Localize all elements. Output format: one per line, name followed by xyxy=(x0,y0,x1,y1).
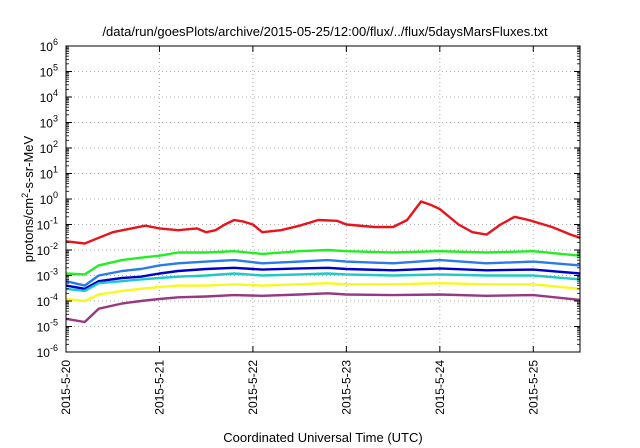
y-tick-label: 10-1 xyxy=(37,216,58,233)
series-line xyxy=(65,248,581,276)
y-tick-label-exp: -3 xyxy=(50,267,58,277)
x-tick-label: 2015-5-20 xyxy=(59,360,73,415)
y-axis-label-sup: 2 xyxy=(20,193,30,198)
x-tick-label: 2015-5-24 xyxy=(433,360,447,415)
y-tick-label-base: 10 xyxy=(37,321,51,335)
y-tick-label-base: 10 xyxy=(40,168,54,182)
y-tick-label: 104 xyxy=(40,88,58,105)
y-tick-label-base: 10 xyxy=(37,295,51,309)
y-tick-label-exp: -6 xyxy=(50,343,58,353)
y-tick-label-exp: 5 xyxy=(53,63,58,73)
x-tick-label: 2015-5-21 xyxy=(152,360,166,415)
y-tick-label-base: 10 xyxy=(37,244,51,258)
grid xyxy=(66,46,580,352)
x-tick-label: 2015-5-22 xyxy=(246,360,260,415)
y-tick-label-base: 10 xyxy=(40,117,54,131)
x-tick-label: 2015-5-23 xyxy=(339,360,353,415)
series-group xyxy=(65,200,581,324)
y-tick-label-base: 10 xyxy=(40,91,54,105)
y-tick-label-base: 10 xyxy=(37,219,51,233)
y-tick-label: 10-2 xyxy=(37,241,58,258)
y-tick-label-exp: 4 xyxy=(53,88,58,98)
y-axis-label: protons/cm2-s-sr-MeV xyxy=(20,135,36,262)
y-tick-label-exp: -1 xyxy=(50,216,58,226)
y-tick-label: 101 xyxy=(40,165,58,182)
series-line xyxy=(65,282,581,303)
y-tick-label-exp: -4 xyxy=(50,292,58,302)
chart-title: /data/run/goesPlots/archive/2015-05-25/1… xyxy=(102,24,548,39)
y-tick-label-base: 10 xyxy=(40,40,54,54)
y-tick-label-base: 10 xyxy=(40,142,54,156)
y-tick-label-exp: -2 xyxy=(50,241,58,251)
y-axis-label-rest: -s-sr-MeV xyxy=(21,135,36,192)
y-tick-label-exp: 3 xyxy=(53,114,58,124)
y-tick-label-base: 10 xyxy=(40,66,54,80)
y-tick-label-exp: 6 xyxy=(53,37,58,47)
y-tick-label-base: 10 xyxy=(37,270,51,284)
y-tick-label: 10-5 xyxy=(37,318,58,335)
y-tick-label: 105 xyxy=(40,63,58,80)
y-tick-label: 102 xyxy=(40,139,58,156)
y-tick-label-exp: 2 xyxy=(53,139,58,149)
series-line xyxy=(65,272,581,293)
y-tick-label: 10-4 xyxy=(37,292,58,309)
y-tick-label: 10-6 xyxy=(37,343,58,360)
series-line xyxy=(65,266,581,290)
y-tick-label-base: 10 xyxy=(37,346,51,360)
y-axis: 10-610-510-410-310-210-11001011021031041… xyxy=(37,37,580,360)
y-tick-label: 10-3 xyxy=(37,267,58,284)
series-line xyxy=(65,258,581,287)
x-axis: 2015-5-20 2015-5-21 2015-5-22 2015-5-23 2015… xyxy=(59,46,540,415)
y-axis-label-base: protons/cm xyxy=(21,198,36,262)
x-axis-label: Coordinated Universal Time (UTC) xyxy=(223,430,422,445)
y-tick-label: 103 xyxy=(40,114,58,131)
y-tick-label: 100 xyxy=(40,190,58,207)
series-line xyxy=(65,292,581,324)
series-line xyxy=(65,200,581,245)
y-tick-label-exp: 0 xyxy=(53,190,58,200)
y-tick-label-exp: -5 xyxy=(50,318,58,328)
y-tick-label-exp: 1 xyxy=(53,165,58,175)
x-tick-label: 2015-5-25 xyxy=(526,360,540,415)
y-tick-label-base: 10 xyxy=(40,193,54,207)
y-tick-label: 106 xyxy=(40,37,58,54)
